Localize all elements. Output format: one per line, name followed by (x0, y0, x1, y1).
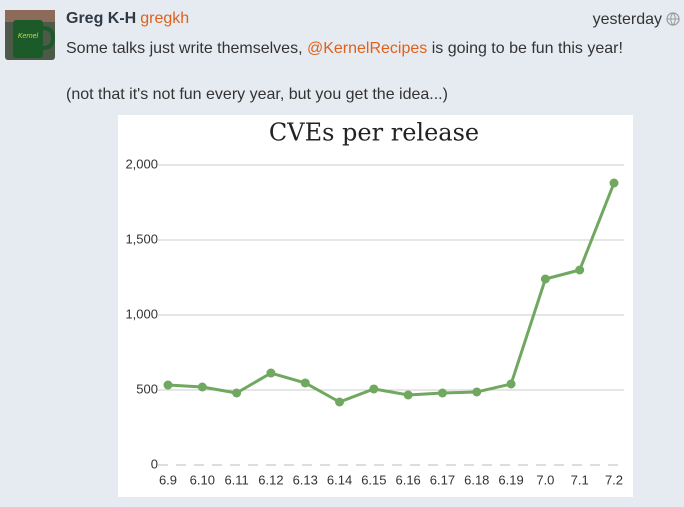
chart[interactable]: CVEs per release 0 500 1,000 1,500 2,000 6.9 6… (118, 115, 633, 497)
x-tick-label: 7.2 (605, 472, 623, 487)
x-tick-label: 6.10 (190, 472, 215, 487)
point (437, 388, 447, 398)
x-tick-label: 6.9 (159, 472, 177, 487)
post-text: (not that it's not fun every year, but y… (66, 86, 448, 103)
y-tick-label: 500 (136, 381, 158, 396)
y-tick-label: 2,000 (125, 156, 158, 171)
x-tick-label: 6.14 (327, 472, 352, 487)
x-tick-label: 6.16 (395, 472, 420, 487)
chart-title: CVEs per release (269, 119, 479, 147)
x-tick-label: 6.17 (430, 472, 455, 487)
point (609, 178, 619, 188)
author-name[interactable]: Greg K-H (66, 10, 137, 27)
point (300, 378, 310, 388)
x-tick-label: 6.12 (258, 472, 283, 487)
text: is going to be fun this year! (427, 40, 623, 57)
mention[interactable]: @KernelRecipes (306, 40, 428, 57)
point (266, 368, 276, 378)
text: Some talks just write themselves, (66, 40, 307, 57)
handle[interactable]: gregkh (140, 10, 190, 27)
author[interactable]: Greg K-H gregkh (66, 10, 189, 28)
x-tick-label: 7.0 (536, 472, 554, 487)
svg-text:Kernel: Kernel (18, 33, 39, 40)
post-text: Some talks just write themselves, @Kerne… (66, 40, 623, 58)
point (163, 380, 173, 390)
point (506, 379, 516, 389)
point (540, 274, 550, 284)
point (575, 265, 585, 275)
point (403, 390, 413, 400)
line (167, 182, 616, 404)
avatar[interactable]: Kernel (5, 10, 55, 60)
visibility-icon (666, 12, 680, 26)
y-tick-label: 0 (151, 456, 158, 471)
x-tick-label: 6.15 (361, 472, 386, 487)
point (472, 387, 482, 397)
x-tick-label: 7.1 (571, 472, 589, 487)
timestamp[interactable]: yesterday (592, 11, 662, 28)
x-tick-label: 6.18 (464, 472, 489, 487)
point (232, 388, 242, 398)
x-tick-label: 6.11 (224, 472, 248, 487)
x-tick-label: 6.19 (498, 472, 523, 487)
point (335, 397, 345, 407)
y-tick-label: 1,000 (125, 306, 158, 321)
point (369, 384, 379, 394)
x-tick-label: 6.13 (293, 472, 318, 487)
point (197, 382, 207, 392)
y-tick-label: 1,500 (125, 231, 158, 246)
